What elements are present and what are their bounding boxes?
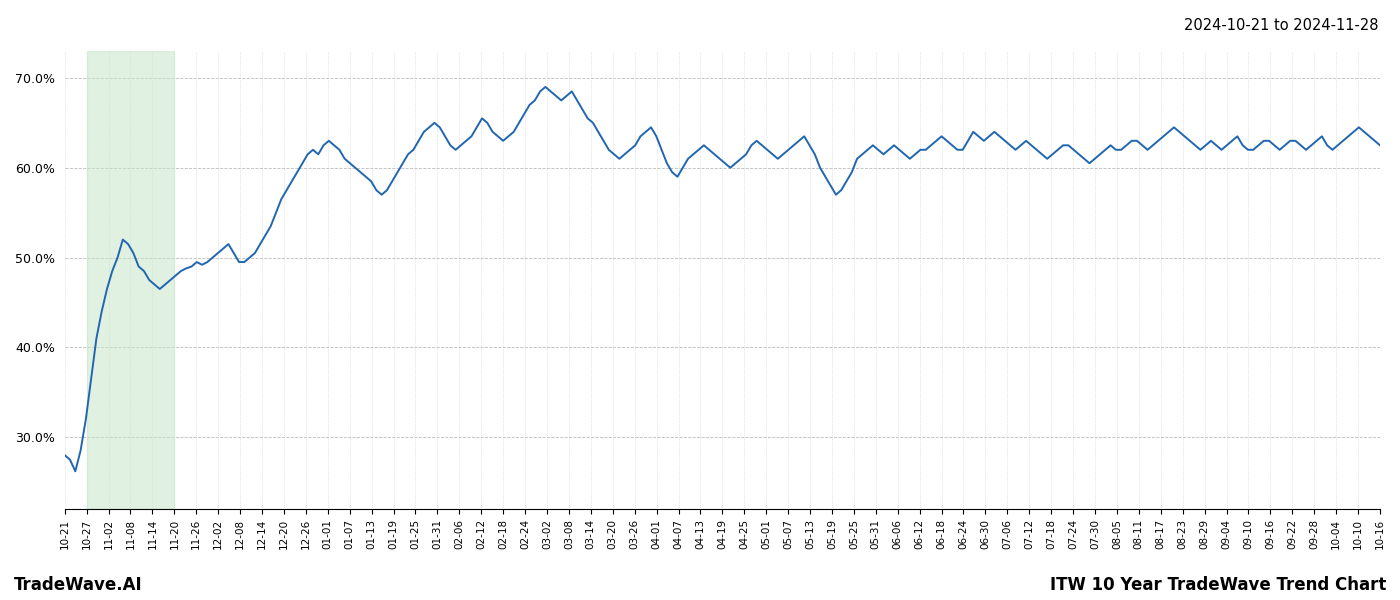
Text: TradeWave.AI: TradeWave.AI xyxy=(14,576,143,594)
Bar xyxy=(87,51,175,509)
Text: 2024-10-21 to 2024-11-28: 2024-10-21 to 2024-11-28 xyxy=(1184,18,1379,33)
Text: ITW 10 Year TradeWave Trend Chart: ITW 10 Year TradeWave Trend Chart xyxy=(1050,576,1386,594)
